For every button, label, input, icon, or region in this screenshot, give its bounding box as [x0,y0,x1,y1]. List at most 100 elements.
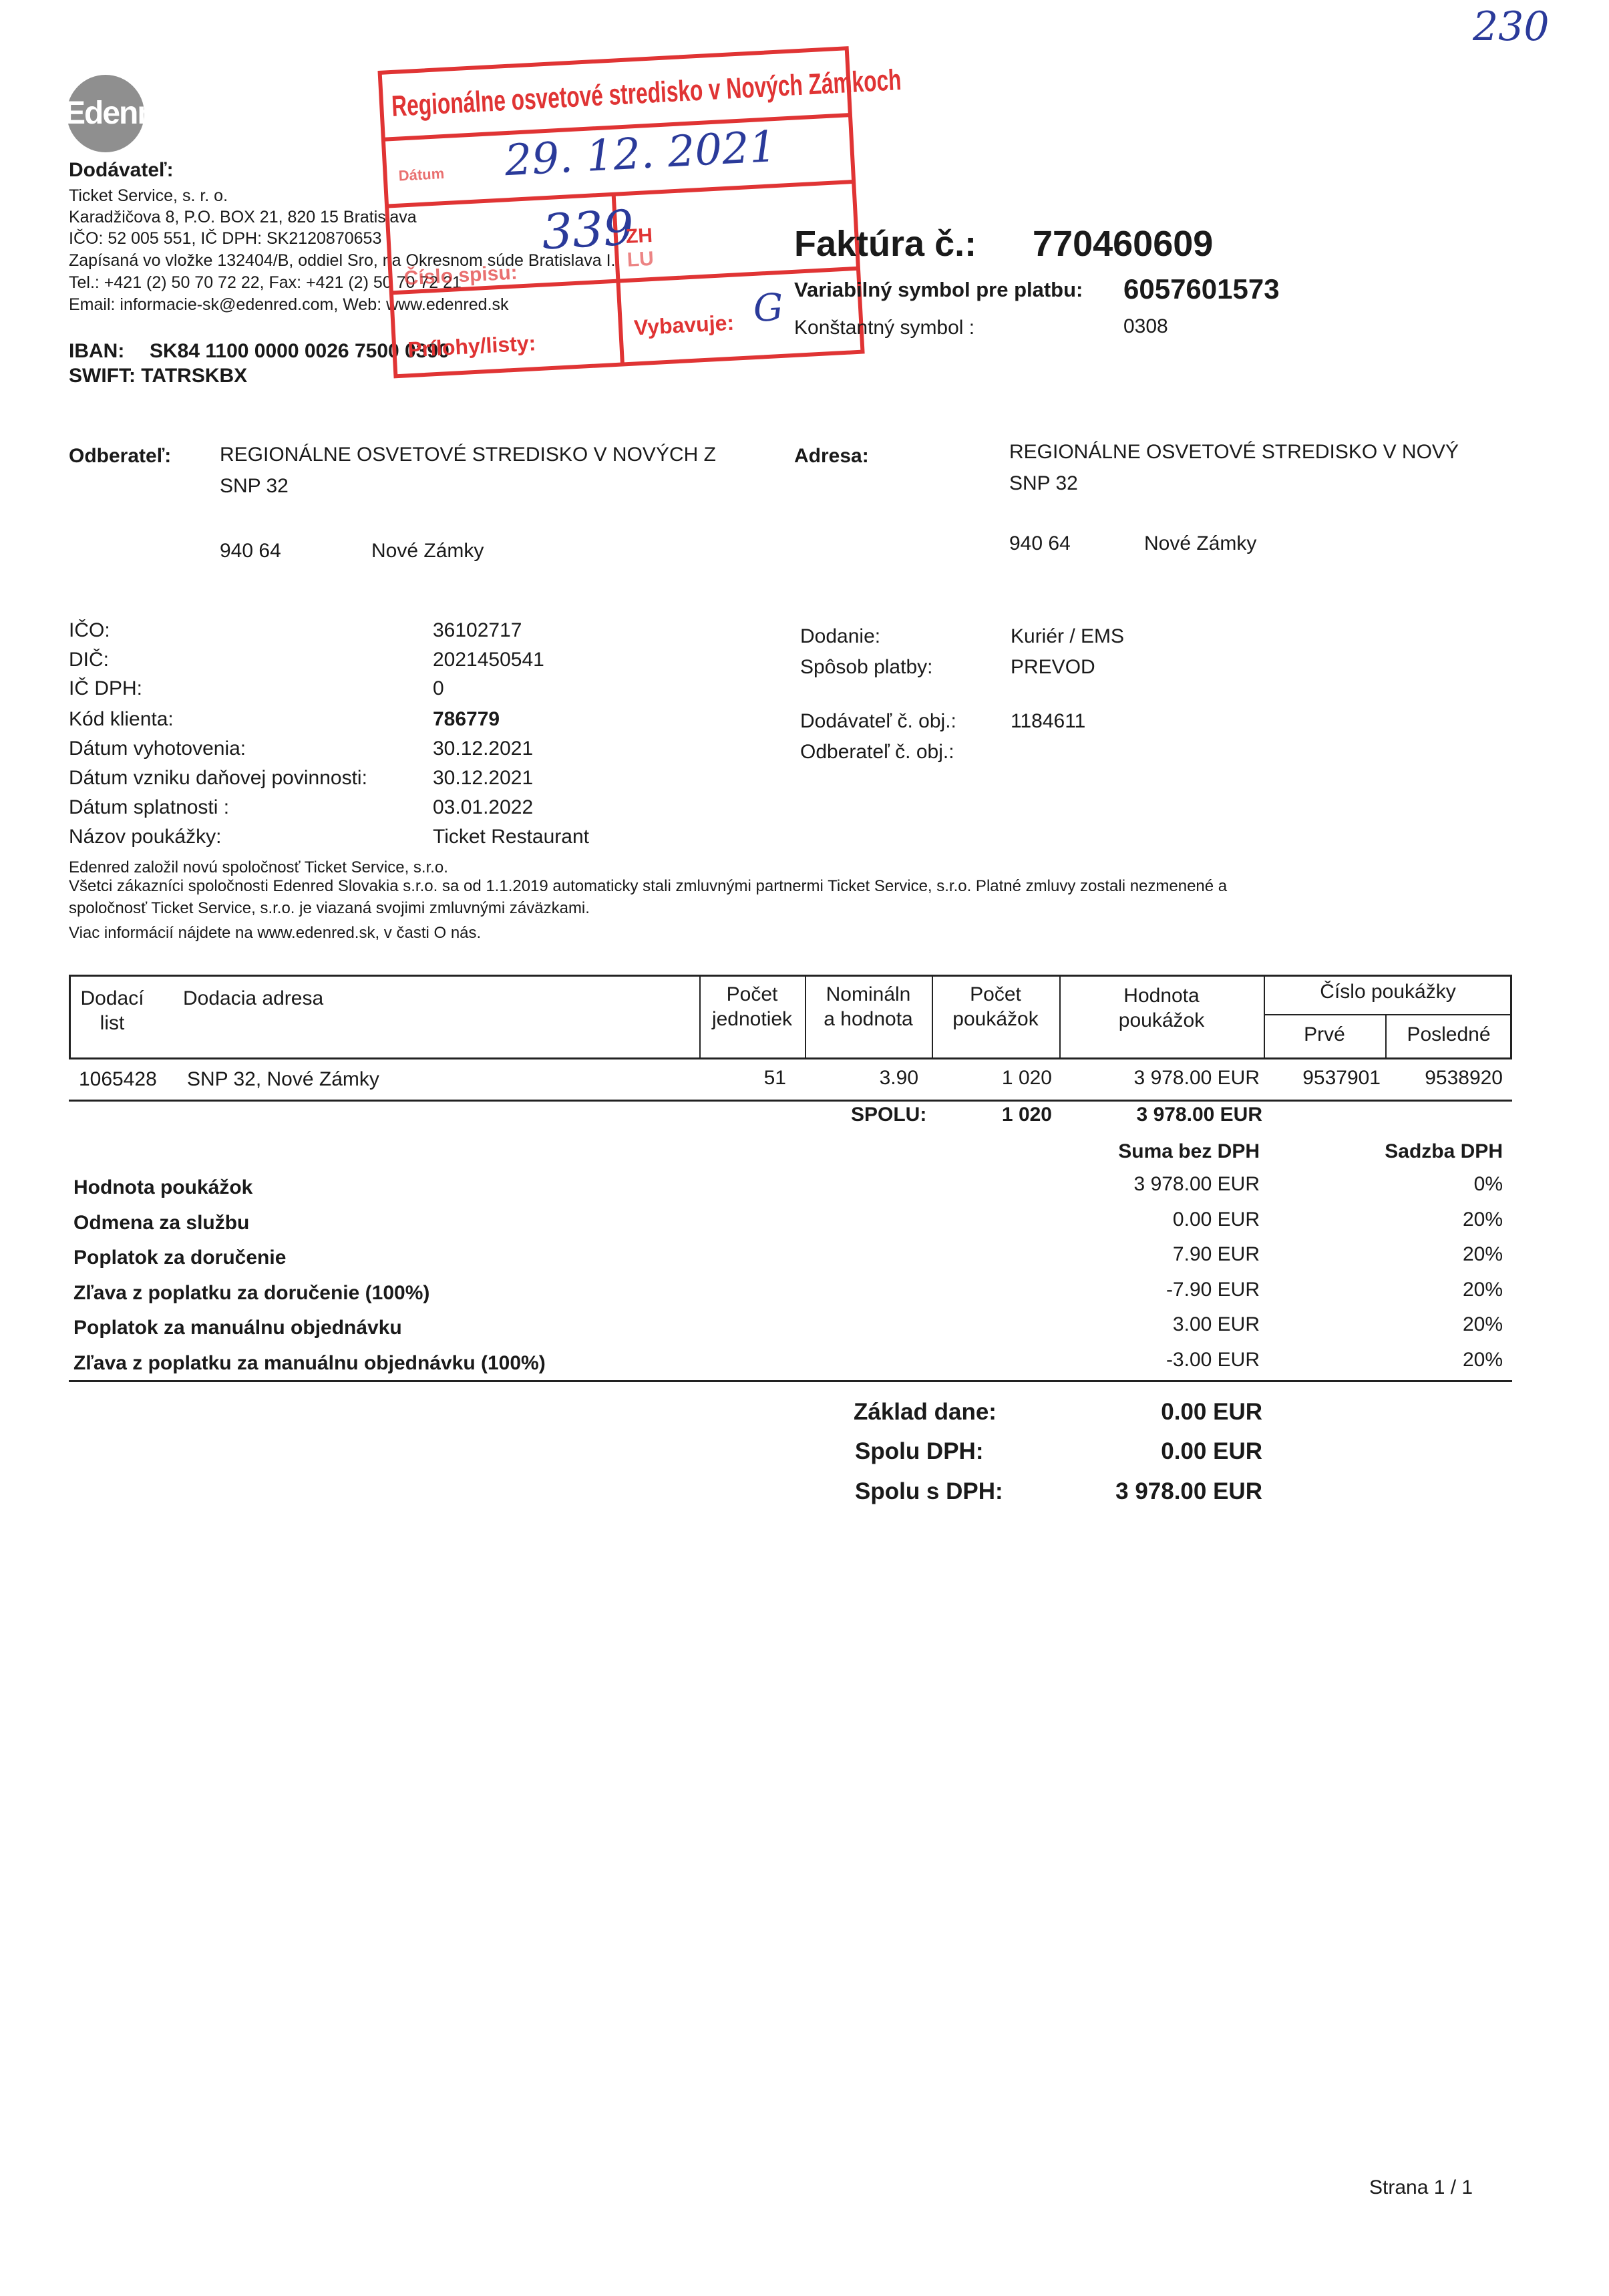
supplier-line: Karadžičova 8, P.O. BOX 21, 820 15 Brati… [69,208,417,226]
header-count: Počet [970,983,1021,1005]
supplier-line: Tel.: +421 (2) 50 70 72 22, Fax: +421 (2… [69,273,462,292]
summary-rate: 20% [1462,1349,1503,1371]
detail-value: 2021450541 [433,649,544,671]
total-count: 1 020 [1001,1104,1052,1126]
registry-stamp: Regionálne osvetové stredisko v Nových Z… [364,1,902,387]
summary-rate: 20% [1462,1208,1503,1231]
summary-amount: 7.90 EUR [1172,1243,1260,1265]
address-name: REGIONÁLNE OSVETOVÉ STREDISKO V NOVÝ [1009,441,1459,463]
page-number: Strana 1 / 1 [1369,2176,1473,2198]
column-divider [1385,1015,1387,1059]
stamp-handler-label: Vybavuje: [633,310,735,340]
detail-label: IČ DPH: [69,677,143,699]
note-line: Viac informácií nájdete na www.edenred.s… [69,924,482,942]
logo-text: Edenred [64,96,184,131]
summary-label: Zľava z poplatku za manuálnu objednávku … [73,1352,546,1374]
column-divider [805,975,806,1059]
detail-label: Dátum splatnosti : [69,796,230,818]
summary-rate: 20% [1462,1243,1503,1265]
invoice-number: 770460609 [1033,224,1214,264]
cell-nominal: 3.90 [879,1067,918,1089]
header-last: Posledné [1407,1023,1491,1045]
header-value: poukážok [1118,1009,1205,1031]
variable-symbol: 6057601573 [1123,273,1280,305]
summary-amount: 0.00 EUR [1172,1208,1260,1231]
note-line: Edenred založil novú spoločnosť Ticket S… [69,858,448,876]
detail-label: Dátum vyhotovenia: [69,737,246,760]
edenred-logo: Edenred [64,75,184,152]
summary-amount-header: Suma bez DPH [1118,1140,1260,1162]
detail-value: 36102717 [433,619,522,641]
cell-units: 51 [763,1067,786,1089]
swift: SWIFT: TATRSKBX [69,365,248,387]
totals-value: 0.00 EUR [1161,1438,1262,1464]
note-line: Všetci zákazníci spoločnosti Edenred Slo… [69,877,1228,895]
detail-label: IČO: [69,619,110,641]
header-list: list [100,1012,125,1034]
header-address: Dodacia adresa [183,987,324,1009]
iban-value: SK84 1100 0000 0026 7500 0390 [150,340,450,362]
customer-street: SNP 32 [220,475,289,497]
summary-label: Poplatok za doručenie [73,1247,287,1269]
summary-label: Poplatok za manuálnu objednávku [73,1317,402,1339]
stamp-lu: LU [626,247,655,271]
column-divider [1264,975,1265,1059]
variable-symbol-label: Variabilný symbol pre platbu: [794,278,1083,301]
summary-rate: 20% [1462,1279,1503,1301]
delivery-value: 1184611 [1011,710,1086,732]
header-nominal: Nomináln [826,983,911,1005]
detail-value: Ticket Restaurant [433,826,589,848]
header-first: Prvé [1304,1023,1345,1045]
row-divider [69,1380,1512,1382]
iban-label: IBAN: [69,340,125,362]
customer-city: Nové Zámky [371,540,484,562]
totals-value: 3 978.00 EUR [1115,1478,1262,1504]
supplier-line: Email: informacie-sk@edenred.com, Web: w… [69,295,509,314]
cell-count: 1 020 [1001,1067,1052,1089]
cell-first: 9537901 [1302,1067,1381,1089]
header-list: Dodací [80,987,144,1009]
detail-label: DIČ: [69,649,109,671]
header-units: Počet [726,983,778,1005]
row-divider [69,1100,1512,1102]
totals-label: Spolu s DPH: [855,1478,1003,1504]
stamp-date-label: Dátum [398,165,445,184]
customer-zip: 940 64 [220,540,281,562]
summary-rate: 20% [1462,1313,1503,1335]
cell-address: SNP 32, Nové Zámky [187,1068,379,1090]
handwritten-page-number: 230 [1473,3,1550,50]
constant-symbol: 0308 [1123,315,1168,337]
totals-label: Spolu DPH: [855,1438,984,1464]
column-divider [699,975,701,1059]
column-divider [1059,975,1061,1059]
note-line: spoločnosť Ticket Service, s.r.o. je via… [69,899,590,917]
summary-amount: -3.00 EUR [1166,1349,1260,1371]
delivery-label: Dodanie: [800,625,881,647]
detail-value: 03.01.2022 [433,796,534,818]
header-units: jednotiek [711,1008,793,1030]
invoice-title: Faktúra č.: [794,224,977,264]
delivery-value: PREVOD [1011,656,1095,678]
stamp-frame [377,46,865,379]
summary-label: Odmena za službu [73,1212,250,1234]
supplier-line: Ticket Service, s. r. o. [69,186,228,205]
address-label: Adresa: [794,445,869,467]
supplier-line: IČO: 52 005 551, IČ DPH: SK2120870653 [69,229,382,248]
row-divider [1264,1014,1512,1015]
detail-value: 0 [433,677,444,699]
detail-label: Kód klienta: [69,708,174,730]
cell-last: 9538920 [1425,1067,1503,1089]
summary-amount: 3 978.00 EUR [1133,1173,1260,1195]
header-nominal: a hodnota [824,1008,913,1030]
detail-label: Názov poukážky: [69,826,222,848]
totals-label: Základ dane: [854,1399,997,1425]
delivery-value: Kuriér / EMS [1011,625,1125,647]
total-label: SPOLU: [851,1104,927,1126]
delivery-label: Dodávateľ č. obj.: [800,710,956,732]
summary-amount: -7.90 EUR [1166,1279,1260,1301]
column-divider [932,975,933,1059]
customer-label: Odberateľ: [69,445,172,467]
delivery-label: Odberateľ č. obj.: [800,741,954,763]
summary-rate: 0% [1473,1173,1503,1195]
constant-symbol-label: Konštantný symbol : [794,317,975,339]
